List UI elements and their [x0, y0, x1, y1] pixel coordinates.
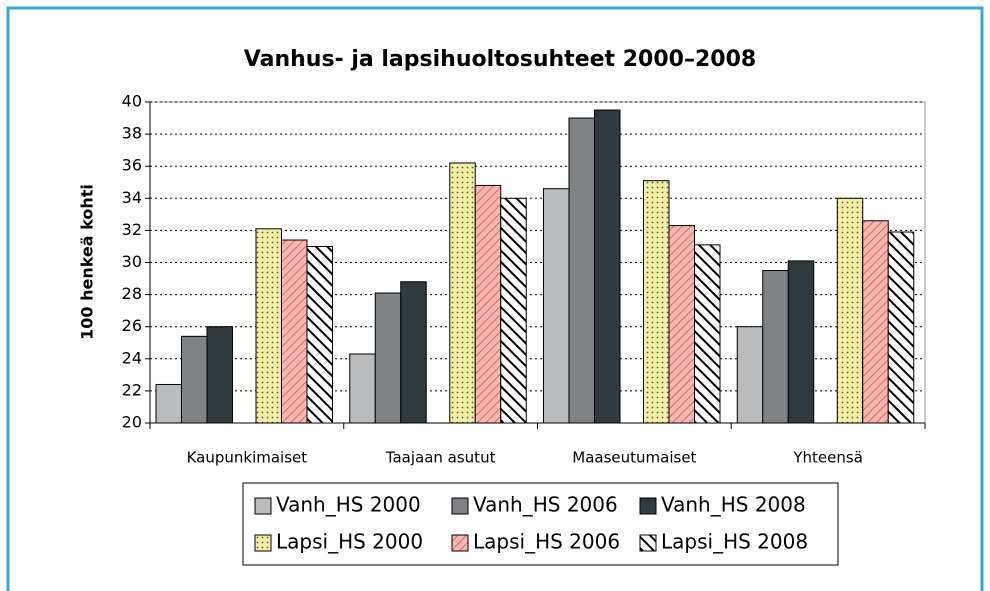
bar	[400, 281, 427, 424]
legend-label: Lapsi_HS 2008	[661, 530, 808, 554]
y-tick-label: 26	[122, 316, 142, 335]
bar	[374, 292, 402, 424]
x-tick-label: Maaseutumaiset	[572, 449, 696, 467]
bar	[449, 162, 476, 424]
y-tick-label: 32	[122, 220, 142, 239]
legend-swatch	[254, 534, 272, 552]
bar	[887, 231, 915, 424]
legend-swatch	[639, 534, 657, 552]
legend-label: Lapsi_HS 2000	[276, 530, 423, 554]
y-axis-label: 100 henkeä kohti	[78, 184, 97, 340]
bar	[255, 228, 282, 424]
bar	[568, 117, 595, 424]
legend-swatch	[639, 497, 657, 515]
legend-swatch	[451, 534, 469, 552]
chart-title: Vanhus- ja lapsihuoltosuhteet 2000–2008	[244, 47, 756, 72]
y-tick-label: 24	[122, 348, 142, 367]
bar	[181, 335, 208, 424]
bar	[594, 109, 621, 424]
y-tick-label: 40	[122, 92, 142, 111]
legend-swatch	[451, 497, 469, 515]
y-tick-label: 22	[122, 380, 142, 399]
bar	[281, 239, 308, 424]
bar	[787, 260, 815, 424]
legend-label: Lapsi_HS 2006	[473, 530, 620, 554]
bar	[349, 353, 376, 424]
x-tick-label: Taajaan asutut	[385, 449, 496, 467]
bar	[500, 197, 527, 424]
x-tick-label: Kaupunkimaiset	[187, 449, 308, 467]
bar	[643, 180, 670, 424]
y-tick-label: 30	[122, 252, 142, 271]
y-tick-label: 36	[122, 156, 142, 175]
legend-label: Vanh_HS 2006	[473, 493, 618, 517]
bar	[736, 326, 764, 424]
x-tick-label: Yhteensä	[792, 449, 863, 467]
legend-label: Vanh_HS 2000	[276, 493, 421, 517]
bar	[543, 188, 570, 424]
bar	[206, 326, 233, 424]
bar	[668, 225, 695, 424]
bar	[306, 245, 333, 424]
bar	[862, 220, 889, 424]
y-tick-label: 20	[122, 413, 142, 432]
bar	[762, 270, 789, 424]
y-tick-label: 38	[122, 124, 142, 143]
y-tick-label: 34	[122, 188, 142, 207]
legend-label: Vanh_HS 2008	[661, 493, 806, 517]
bar	[474, 184, 502, 424]
frame	[6, 6, 984, 591]
bar	[694, 244, 721, 424]
bar	[155, 383, 182, 424]
y-tick-label: 28	[122, 284, 142, 303]
legend-box	[242, 482, 839, 566]
legend-swatch	[254, 497, 272, 515]
bar	[836, 197, 864, 424]
